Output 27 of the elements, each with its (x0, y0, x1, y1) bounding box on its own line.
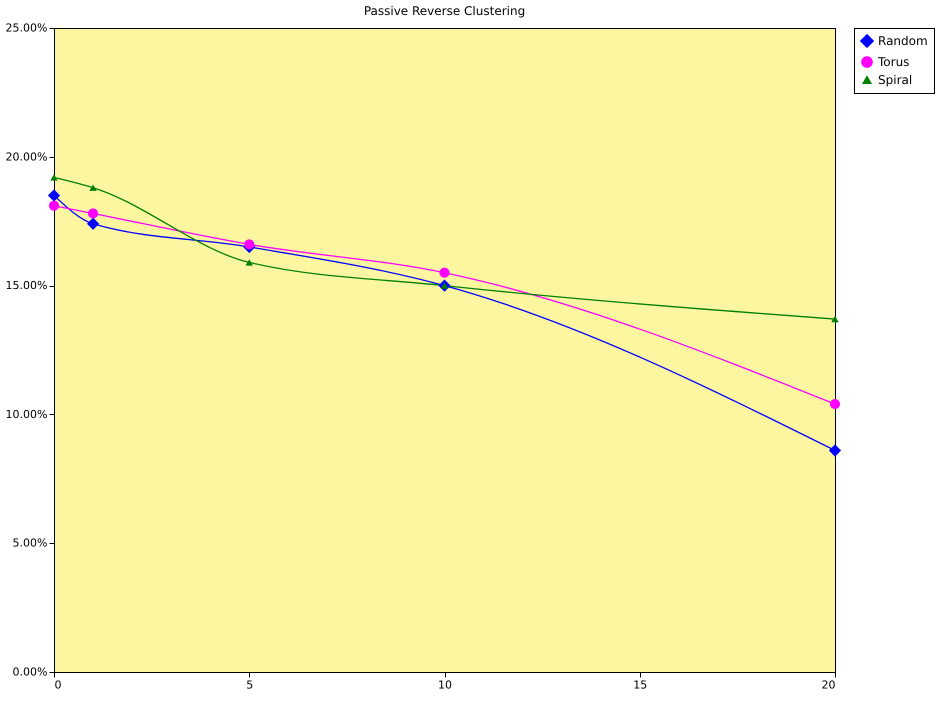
point (246, 259, 253, 266)
chart-title: Passive Reverse Clustering (364, 4, 526, 18)
y-tick-label: 20.00% (6, 150, 48, 164)
y-tick-label: 15.00% (6, 279, 48, 292)
y-tick-label: 10.00% (6, 408, 48, 421)
y-tick-label: 25.00% (6, 22, 48, 34)
y-tick-label: 0.00% (12, 666, 48, 678)
y-tick-label: 5.00% (12, 536, 48, 550)
point (89, 184, 97, 191)
point (244, 239, 254, 250)
x-tick-label: 15 (633, 678, 648, 692)
point (50, 174, 58, 181)
x-tick-label: 5 (246, 678, 254, 692)
point (88, 208, 98, 219)
point (831, 316, 839, 322)
point (48, 200, 60, 211)
point (830, 399, 840, 410)
legend-label: Spiral (878, 73, 912, 87)
x-tick-label: 0 (54, 678, 62, 692)
point (48, 189, 60, 202)
x-tick-label: 20 (822, 678, 836, 692)
point (828, 444, 842, 457)
x-tick-label: 10 (438, 678, 452, 692)
legend-label: Random (878, 34, 928, 48)
legend-label: Torus (877, 55, 910, 69)
point (439, 268, 450, 278)
point (86, 218, 100, 230)
